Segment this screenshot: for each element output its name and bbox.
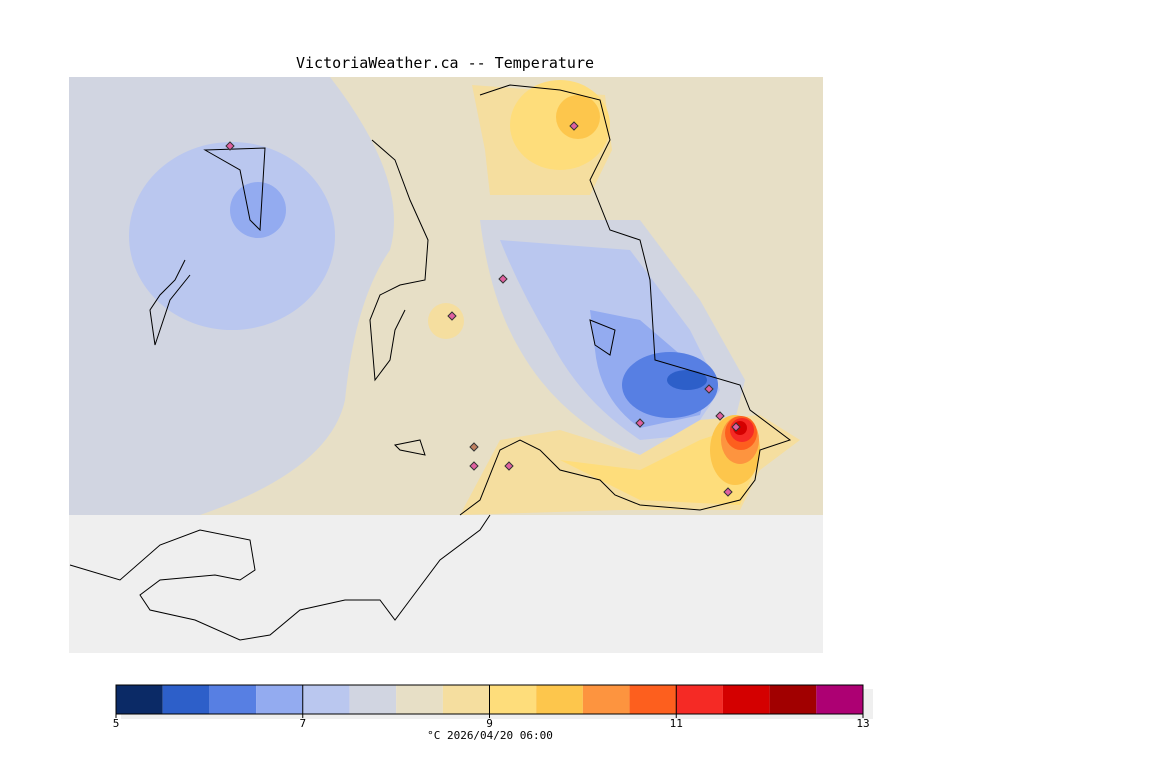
station-marker (569, 121, 579, 131)
colorbar-tick-label: 9 (486, 717, 493, 730)
station-marker (498, 274, 508, 284)
colorbar-bin (162, 685, 210, 714)
station-marker (225, 141, 235, 151)
coastlines (69, 84, 792, 641)
station-marker (635, 418, 645, 428)
colorbar-bin (676, 685, 723, 714)
station-marker (723, 487, 733, 497)
colorbar-bin (536, 685, 583, 714)
colorbar-bin (722, 685, 770, 714)
colorbar-bin (816, 685, 863, 714)
colorbar-bin (582, 685, 630, 714)
colorbar-bin (769, 685, 817, 714)
colorbar-bin (116, 685, 163, 714)
station-marker (469, 442, 479, 452)
colorbar-caption: °C 2026/04/20 06:00 (427, 729, 553, 742)
station-marker (504, 461, 514, 471)
colorbar-bin (442, 685, 490, 714)
station-marker (469, 461, 479, 471)
colorbar (115, 684, 864, 718)
colorbar-bin (302, 685, 350, 714)
colorbar-bin (209, 685, 257, 714)
map-title: VictoriaWeather.ca -- Temperature (295, 54, 594, 72)
colorbar-tick-label: 11 (669, 717, 683, 730)
station-marker (715, 411, 725, 421)
station-marker (704, 384, 714, 394)
colorbar-bin (489, 685, 537, 714)
station-markers (225, 121, 741, 497)
colorbar-tick-label: 5 (112, 717, 120, 730)
colorbar-bin (349, 685, 397, 714)
station-marker (447, 311, 457, 321)
map-panel (69, 77, 823, 653)
colorbar-bin (256, 685, 303, 714)
colorbar-tick-label: 7 (299, 717, 307, 730)
station-marker (731, 422, 741, 432)
colorbar-bin (629, 685, 677, 714)
colorbar-tick-label: 13 (856, 717, 870, 730)
colorbar-bin (396, 685, 443, 714)
contour-west-cold (129, 142, 335, 330)
